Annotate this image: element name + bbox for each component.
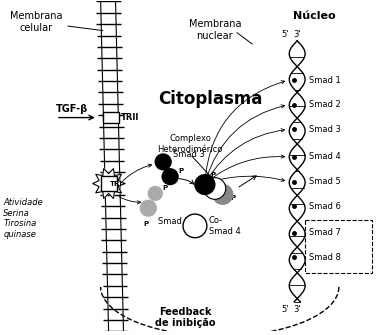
Text: 5': 5' (282, 305, 289, 314)
Text: TGF-β: TGF-β (56, 104, 88, 114)
Text: Atividade
Serina
Tirosina
quinase: Atividade Serina Tirosina quinase (3, 198, 43, 239)
Text: Membrana
celular: Membrana celular (10, 11, 103, 33)
Text: Complexo
Heterodimérico: Complexo Heterodimérico (157, 134, 223, 154)
Text: 3': 3' (293, 305, 301, 314)
Text: Membrana
nuclear: Membrana nuclear (188, 19, 241, 41)
Text: Smad 5: Smad 5 (309, 177, 341, 186)
Text: TRII: TRII (120, 113, 139, 122)
Text: P: P (230, 195, 235, 201)
Circle shape (213, 185, 233, 204)
Text: Smad 1: Smad 1 (309, 76, 341, 85)
FancyBboxPatch shape (103, 112, 118, 124)
Text: Smad 3: Smad 3 (173, 149, 205, 158)
Circle shape (155, 154, 171, 170)
Polygon shape (93, 169, 124, 199)
Text: Smad 8: Smad 8 (309, 253, 341, 262)
Circle shape (148, 187, 162, 200)
Text: Smad 6: Smad 6 (309, 202, 341, 211)
Text: 3': 3' (293, 30, 301, 39)
Text: Núcleo: Núcleo (293, 11, 335, 21)
Text: Smad 4: Smad 4 (309, 152, 341, 161)
Text: P: P (178, 168, 183, 174)
Text: Co-
Smad 4: Co- Smad 4 (209, 216, 241, 236)
Text: Smad 7: Smad 7 (309, 228, 341, 237)
Text: Smad 2: Smad 2 (158, 217, 190, 226)
Circle shape (162, 169, 178, 185)
FancyBboxPatch shape (101, 176, 117, 191)
Text: Smad 2: Smad 2 (309, 100, 341, 109)
Text: TRI: TRI (109, 181, 123, 187)
Text: Smad 3: Smad 3 (309, 125, 341, 134)
Text: P: P (162, 186, 167, 192)
Text: Feedback
de inibição: Feedback de inibição (155, 307, 215, 328)
Circle shape (204, 178, 226, 199)
Text: Citoplasma: Citoplasma (158, 90, 262, 108)
Text: P: P (210, 172, 215, 178)
Text: P: P (144, 221, 149, 227)
Circle shape (140, 200, 156, 216)
Text: 5': 5' (282, 30, 289, 39)
Circle shape (183, 214, 207, 238)
Circle shape (195, 175, 215, 194)
